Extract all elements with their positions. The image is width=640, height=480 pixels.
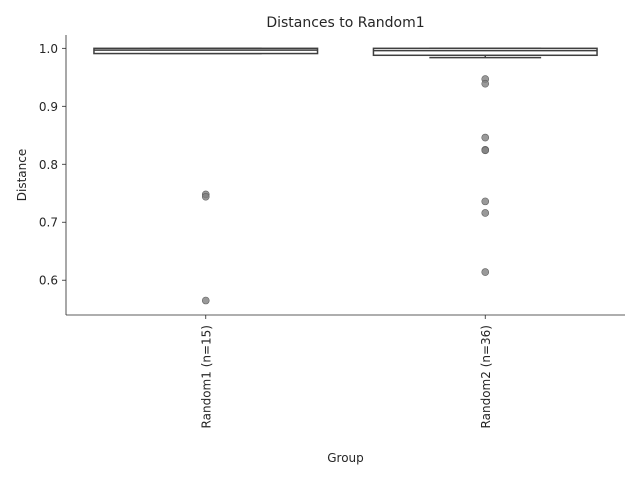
plot-area bbox=[93, 47, 598, 305]
x-axis-label: Group bbox=[327, 451, 364, 465]
x-tick-label: Random2 (n=36) bbox=[479, 325, 493, 428]
x-tick-label: Random1 (n=15) bbox=[199, 325, 213, 428]
data-point bbox=[481, 146, 490, 155]
y-tick-label: 1.0 bbox=[39, 42, 58, 56]
data-point bbox=[481, 209, 490, 217]
data-point bbox=[201, 192, 210, 201]
box-group bbox=[93, 47, 319, 55]
data-point bbox=[201, 296, 210, 305]
y-axis-ticks: 0.6 0.7 0.8 0.9 1.0 bbox=[39, 42, 66, 288]
y-tick-label: 0.6 bbox=[39, 274, 58, 288]
box-iqr bbox=[93, 47, 319, 55]
box-group bbox=[372, 47, 598, 59]
box-iqr bbox=[372, 47, 598, 57]
data-point bbox=[481, 197, 490, 206]
data-point bbox=[481, 79, 490, 88]
x-axis-ticks: Random1 (n=15) Random2 (n=36) bbox=[199, 315, 493, 428]
y-tick-label: 0.9 bbox=[39, 100, 58, 114]
y-axis-label: Distance bbox=[15, 149, 29, 201]
y-tick-label: 0.7 bbox=[39, 216, 58, 230]
data-point bbox=[481, 268, 490, 276]
y-tick-label: 0.8 bbox=[39, 158, 58, 172]
data-point bbox=[481, 133, 490, 142]
chart-title: Distances to Random1 bbox=[266, 15, 424, 31]
